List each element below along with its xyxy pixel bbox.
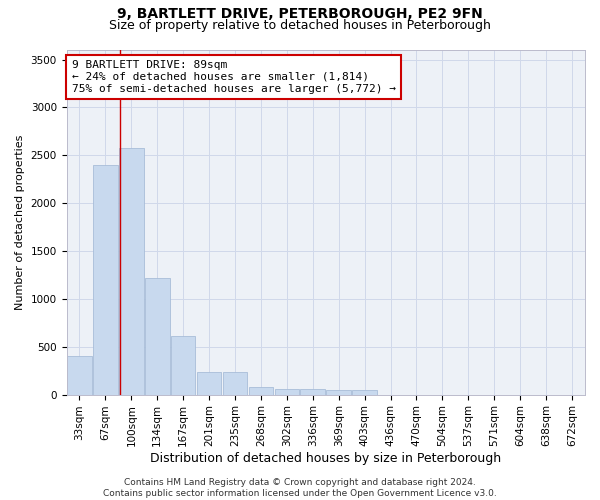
Bar xyxy=(275,389,299,394)
Bar xyxy=(171,336,196,394)
Text: 9 BARTLETT DRIVE: 89sqm
← 24% of detached houses are smaller (1,814)
75% of semi: 9 BARTLETT DRIVE: 89sqm ← 24% of detache… xyxy=(72,60,396,94)
Text: 9, BARTLETT DRIVE, PETERBOROUGH, PE2 9FN: 9, BARTLETT DRIVE, PETERBOROUGH, PE2 9FN xyxy=(117,8,483,22)
X-axis label: Distribution of detached houses by size in Peterborough: Distribution of detached houses by size … xyxy=(150,452,502,465)
Y-axis label: Number of detached properties: Number of detached properties xyxy=(15,134,25,310)
Text: Size of property relative to detached houses in Peterborough: Size of property relative to detached ho… xyxy=(109,19,491,32)
Bar xyxy=(145,278,170,394)
Text: Contains HM Land Registry data © Crown copyright and database right 2024.
Contai: Contains HM Land Registry data © Crown c… xyxy=(103,478,497,498)
Bar xyxy=(223,372,247,394)
Bar xyxy=(248,387,273,394)
Bar xyxy=(119,148,143,394)
Bar xyxy=(326,390,351,394)
Bar xyxy=(197,372,221,394)
Bar xyxy=(67,356,92,395)
Bar xyxy=(93,165,118,394)
Bar xyxy=(301,389,325,394)
Bar xyxy=(352,390,377,394)
